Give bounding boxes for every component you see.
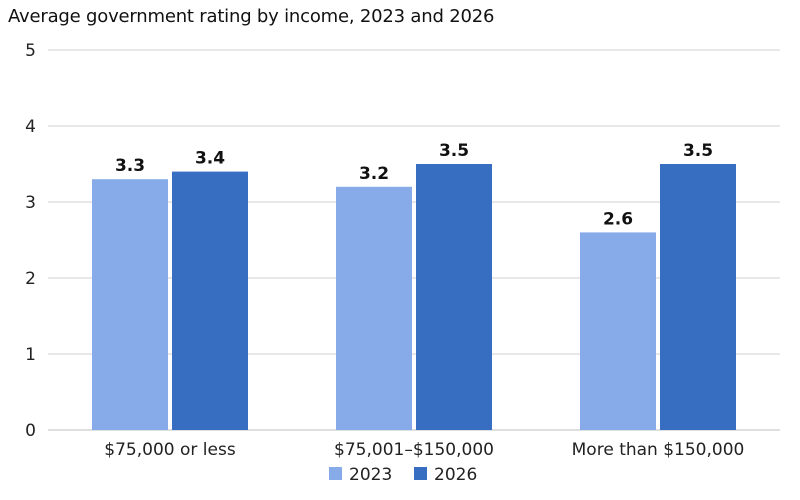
x-category-label: $75,001–$150,000 xyxy=(334,440,494,460)
y-tick-label: 3 xyxy=(25,193,36,213)
x-axis-categories: $75,000 or less $75,001–$150,000 More than… xyxy=(104,440,744,460)
bar-2026-1 xyxy=(416,164,492,430)
y-tick-label: 5 xyxy=(25,41,36,61)
bar-2023-1 xyxy=(336,186,412,430)
grid-lines xyxy=(48,49,780,431)
data-label-2023-2: 2.6 xyxy=(603,209,633,229)
data-labels: 3.3 3.4 3.2 3.5 2.6 3.5 xyxy=(115,141,713,229)
data-label-2026-2: 3.5 xyxy=(683,141,713,161)
y-tick-label: 1 xyxy=(25,345,36,365)
x-category-label: $75,000 or less xyxy=(104,440,236,460)
bar-2023-2 xyxy=(580,232,656,430)
bars xyxy=(92,164,736,430)
data-label-2026-0: 3.4 xyxy=(195,149,225,169)
bar-2023-0 xyxy=(92,179,168,430)
data-label-2023-1: 3.2 xyxy=(359,164,389,184)
chart-title: Average government rating by income, 202… xyxy=(8,6,495,27)
bar-2026-2 xyxy=(660,164,736,430)
y-tick-label: 2 xyxy=(25,269,36,289)
bar-2026-0 xyxy=(172,171,248,430)
y-tick-label: 4 xyxy=(25,117,36,137)
data-label-2023-0: 3.3 xyxy=(115,156,145,176)
legend: 2023 2026 xyxy=(329,465,477,485)
y-tick-label: 0 xyxy=(25,421,36,441)
data-label-2026-1: 3.5 xyxy=(439,141,469,161)
legend-label-2023: 2023 xyxy=(349,465,392,485)
x-category-label: More than $150,000 xyxy=(572,440,745,460)
legend-swatch-2023 xyxy=(329,467,342,480)
y-axis-ticks: 0 1 2 3 4 5 xyxy=(25,41,36,441)
legend-label-2026: 2026 xyxy=(434,465,477,485)
legend-swatch-2026 xyxy=(414,467,427,480)
